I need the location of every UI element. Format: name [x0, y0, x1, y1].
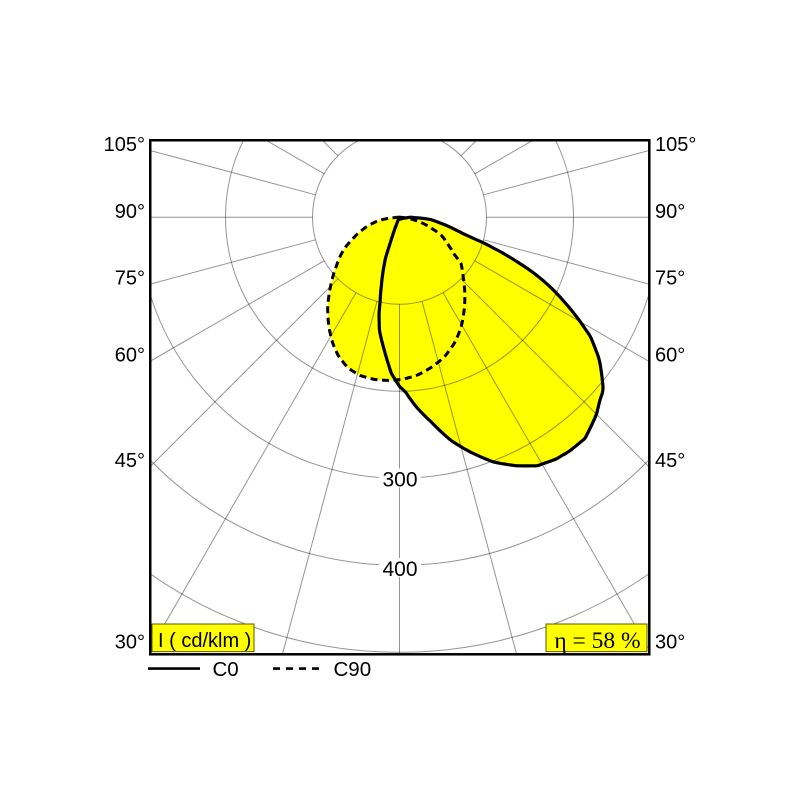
- svg-text:C0: C0: [213, 658, 239, 681]
- svg-text:45°: 45°: [655, 450, 685, 472]
- svg-text:90°: 90°: [115, 201, 145, 223]
- svg-text:75°: 75°: [655, 267, 685, 289]
- svg-text:30°: 30°: [655, 631, 685, 653]
- svg-text:η = 58 %: η = 58 %: [554, 628, 640, 654]
- svg-text:105°: 105°: [655, 134, 696, 156]
- svg-text:105°: 105°: [104, 134, 145, 156]
- svg-text:75°: 75°: [115, 267, 145, 289]
- svg-text:C90: C90: [334, 658, 372, 681]
- svg-text:I ( cd/klm ): I ( cd/klm ): [158, 630, 251, 652]
- svg-text:60°: 60°: [115, 344, 145, 366]
- svg-text:300: 300: [382, 468, 417, 491]
- svg-text:90°: 90°: [655, 201, 685, 223]
- svg-text:30°: 30°: [115, 631, 145, 653]
- svg-text:60°: 60°: [655, 344, 685, 366]
- svg-text:400: 400: [382, 558, 417, 581]
- svg-text:45°: 45°: [115, 450, 145, 472]
